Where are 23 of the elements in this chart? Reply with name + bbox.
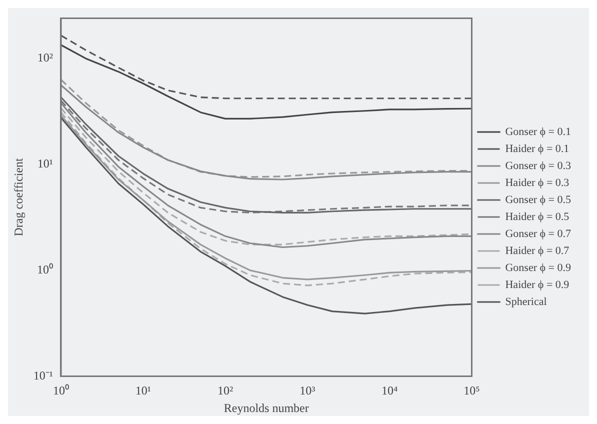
legend-label: Spherical — [505, 296, 547, 308]
legend-label: Gonser ϕ = 0.7 — [505, 228, 572, 240]
x-tick-label: 10³ — [300, 384, 316, 398]
x-tick-label: 10¹ — [135, 384, 152, 398]
legend-label: Haider ϕ = 0.5 — [505, 210, 570, 223]
legend-label: Haider ϕ = 0.3 — [505, 176, 570, 189]
y-tick-label: 10⁰ — [37, 262, 53, 276]
legend-label: Gonser ϕ = 0.9 — [505, 262, 572, 274]
y-axis-title: Drag coefficient — [11, 158, 26, 236]
x-tick-label: 10⁰ — [53, 384, 69, 398]
y-tick-label: 10⁻¹ — [33, 368, 54, 382]
x-axis-title: Reynolds number — [224, 400, 309, 415]
legend-label: Haider ϕ = 0.7 — [505, 244, 570, 257]
legend-label: Haider ϕ = 0.1 — [505, 142, 570, 155]
x-tick-label: 10⁴ — [381, 384, 398, 398]
y-tick-label: 10¹ — [37, 156, 54, 171]
x-tick-label: 10⁵ — [464, 384, 480, 398]
legend-label: Haider ϕ = 0.9 — [505, 278, 570, 291]
legend-label: Gonser ϕ = 0.3 — [505, 160, 572, 172]
y-tick-label: 10² — [37, 50, 54, 65]
legend-label: Gonser ϕ = 0.1 — [505, 126, 571, 138]
legend-label: Gonser ϕ = 0.5 — [505, 194, 572, 206]
x-tick-label: 10² — [217, 384, 234, 398]
